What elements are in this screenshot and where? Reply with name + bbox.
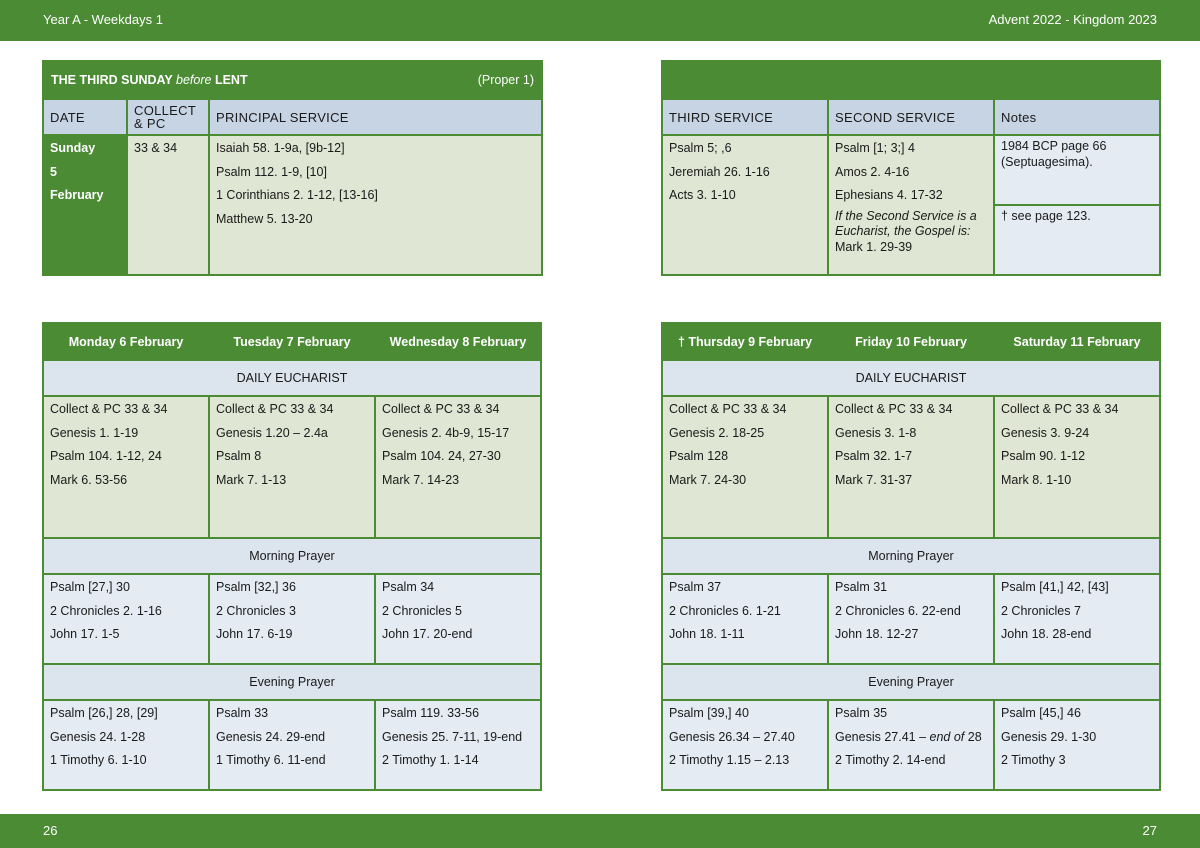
evening-prayer-readings: Psalm [45,] 46 Genesis 29. 1-30 2 Timothy … — [993, 699, 1161, 791]
eucharist-readings: Collect & PC 33 & 34 Genesis 3. 9-24 Psalm… — [993, 395, 1161, 539]
day-header: Friday 10 February — [827, 322, 995, 361]
sunday-right-header — [660, 60, 1162, 100]
col-notes: Notes — [992, 98, 1162, 136]
day-header: Monday 6 February — [42, 322, 210, 361]
eucharist-readings: Collect & PC 33 & 34 Genesis 3. 1-8 Psalm … — [827, 395, 995, 539]
sunday-other-services-table: THIRD SERVICE SECOND SERVICE Notes Psalm… — [660, 60, 1162, 276]
col-third: THIRD SERVICE — [661, 98, 829, 136]
second-service: Psalm [1; 3;] 4 Amos 2. 4-16 Ephesians 4… — [827, 134, 995, 276]
evening-prayer-readings: Psalm [39,] 40 Genesis 26.34 – 27.40 2 Tim… — [661, 699, 829, 791]
evening-prayer-readings: Psalm 119. 33-56 Genesis 25. 7-11, 19-end… — [374, 699, 542, 791]
evening-prayer-readings: Psalm 33 Genesis 24. 29-end 1 Timothy 6. 1… — [208, 699, 376, 791]
page-number-left: 26 — [43, 823, 58, 838]
evening-prayer-readings: Psalm 35 Genesis 27.41 – end of 28 2 Tim… — [827, 699, 995, 791]
evening-prayer-label: Evening Prayer — [42, 663, 542, 701]
eucharist-readings: Collect & PC 33 & 34 Genesis 1.20 – 2.4a P… — [208, 395, 376, 539]
sunday-principal-table: THE THIRD SUNDAY before LENT (Proper 1) … — [42, 60, 543, 276]
col-collect: COLLECT & PC — [126, 98, 210, 136]
col-date: DATE — [42, 98, 128, 136]
morning-prayer-readings: Psalm 34 2 Chronicles 5 John 17. 20-end — [374, 573, 542, 665]
weekdays-right-table: † Thursday 9 February Friday 10 February… — [661, 322, 1161, 791]
col-second: SECOND SERVICE — [827, 98, 995, 136]
daily-eucharist-label: DAILY EUCHARIST — [661, 359, 1161, 397]
morning-prayer-readings: Psalm [27,] 30 2 Chronicles 2. 1-16 John 1… — [42, 573, 210, 665]
page-number-right: 27 — [1142, 823, 1157, 838]
daily-eucharist-label: DAILY EUCHARIST — [42, 359, 542, 397]
sunday-date: Sunday 5 February — [42, 134, 128, 276]
eucharist-readings: Collect & PC 33 & 34 Genesis 2. 4b-9, 15-… — [374, 395, 542, 539]
sunday-principal-readings: Isaiah 58. 1-9a, [9b-12] Psalm 112. 1-9,… — [208, 134, 543, 276]
eucharist-readings: Collect & PC 33 & 34 Genesis 1. 1-19 Psalm… — [42, 395, 210, 539]
proper-label: (Proper 1) — [477, 73, 534, 87]
header-right: Advent 2022 - Kingdom 2023 — [988, 12, 1157, 27]
morning-prayer-readings: Psalm 31 2 Chronicles 6. 22-end John 18. 1… — [827, 573, 995, 665]
eucharist-readings: Collect & PC 33 & 34 Genesis 2. 18-25 Psal… — [661, 395, 829, 539]
evening-prayer-readings: Psalm [26,] 28, [29] Genesis 24. 1-28 1 Ti… — [42, 699, 210, 791]
morning-prayer-readings: Psalm 37 2 Chronicles 6. 1-21 John 18. 1-1… — [661, 573, 829, 665]
sunday-title: THE THIRD SUNDAY before LENT (Proper 1) — [42, 60, 543, 100]
evening-prayer-label: Evening Prayer — [661, 663, 1161, 701]
morning-prayer-label: Morning Prayer — [42, 537, 542, 575]
morning-prayer-readings: Psalm [32,] 36 2 Chronicles 3 John 17. 6-1… — [208, 573, 376, 665]
morning-prayer-readings: Psalm [41,] 42, [43] 2 Chronicles 7 John 1… — [993, 573, 1161, 665]
col-principal: PRINCIPAL SERVICE — [208, 98, 543, 136]
day-header: † Thursday 9 February — [661, 322, 829, 361]
notes: 1984 BCP page 66 (Septuagesima). † see p… — [992, 134, 1162, 276]
third-service: Psalm 5; ,6 Jeremiah 26. 1-16 Acts 3. 1-… — [661, 134, 829, 276]
sunday-collect: 33 & 34 — [126, 134, 210, 276]
header-left: Year A - Weekdays 1 — [43, 12, 163, 27]
footer-bar: 26 27 — [0, 814, 1200, 848]
day-header: Tuesday 7 February — [208, 322, 376, 361]
header-bar: Year A - Weekdays 1 Advent 2022 - Kingdo… — [0, 0, 1200, 41]
day-header: Wednesday 8 February — [374, 322, 542, 361]
weekdays-left-table: Monday 6 February Tuesday 7 February Wed… — [42, 322, 542, 791]
morning-prayer-label: Morning Prayer — [661, 537, 1161, 575]
day-header: Saturday 11 February — [993, 322, 1161, 361]
